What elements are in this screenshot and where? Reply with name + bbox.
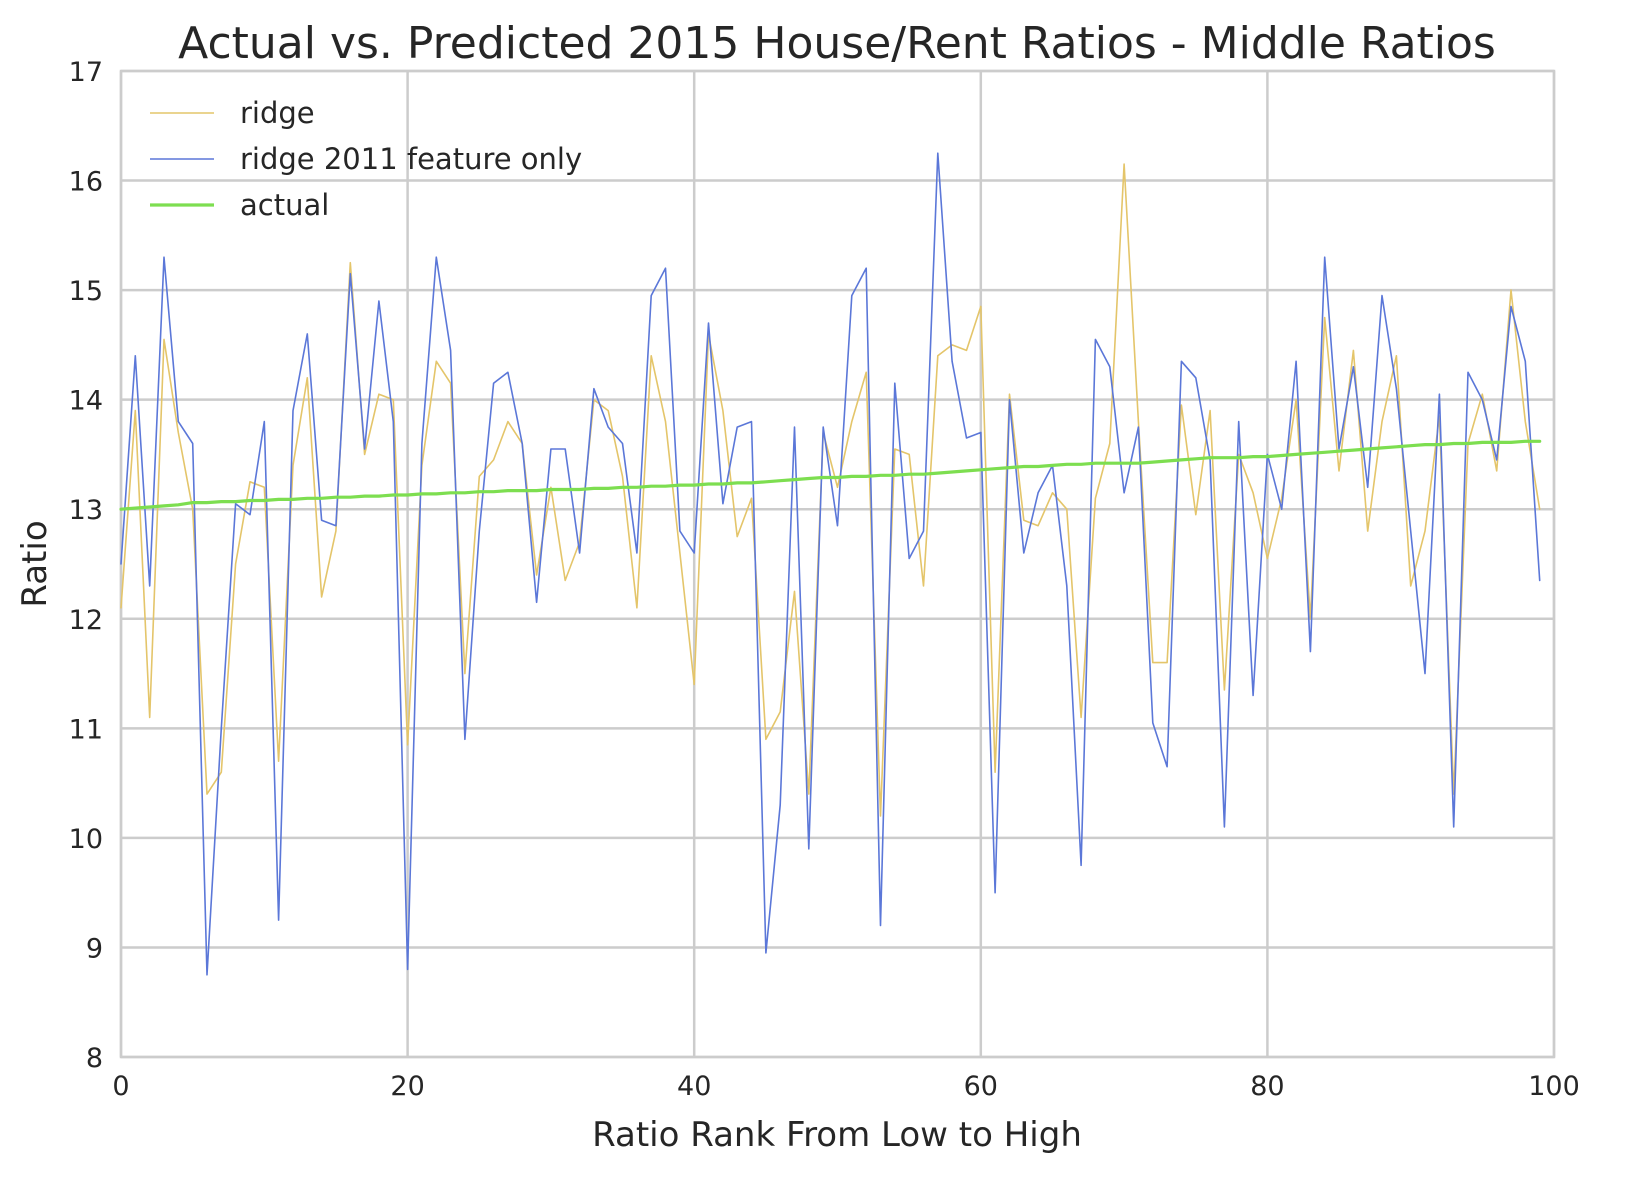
x-tick-label: 0 — [112, 1071, 129, 1102]
y-tick-label: 16 — [69, 167, 103, 198]
series-line-actual — [119, 439, 1542, 511]
legend-label-actual: actual — [240, 188, 329, 222]
x-tick-label: 80 — [1250, 1071, 1284, 1102]
y-tick-label: 8 — [86, 1043, 103, 1074]
legend-label-ridge: ridge — [240, 96, 315, 130]
x-tick-label: 100 — [1528, 1071, 1580, 1102]
x-tick-label: 60 — [964, 1071, 998, 1102]
gridlines — [119, 69, 1556, 1059]
y-tick-label: 13 — [69, 495, 103, 526]
y-tick-label: 11 — [69, 714, 103, 745]
y-tick-label: 9 — [86, 933, 103, 964]
legend-label-ridge-2011-feature-only: ridge 2011 feature only — [240, 142, 582, 176]
x-tick-label: 20 — [390, 1071, 424, 1102]
legend: ridge ridge 2011 feature only actual — [150, 96, 582, 222]
chart-title: Actual vs. Predicted 2015 House/Rent Rat… — [178, 18, 1496, 69]
series-lines — [119, 152, 1542, 976]
y-axis-label: Ratio — [15, 520, 55, 607]
x-axis-ticks: 0 20 40 60 80 100 — [112, 1071, 1579, 1102]
y-tick-label: 15 — [69, 276, 103, 307]
y-tick-label: 10 — [69, 824, 103, 855]
y-axis-ticks: 8 9 10 11 12 13 14 15 16 17 — [69, 57, 103, 1074]
plot-area — [119, 69, 1556, 1059]
y-tick-label: 12 — [69, 605, 103, 636]
y-tick-label: 17 — [69, 57, 103, 88]
y-tick-label: 14 — [69, 386, 103, 417]
x-axis-label: Ratio Rank From Low to High — [592, 1115, 1082, 1155]
x-tick-label: 40 — [677, 1071, 711, 1102]
